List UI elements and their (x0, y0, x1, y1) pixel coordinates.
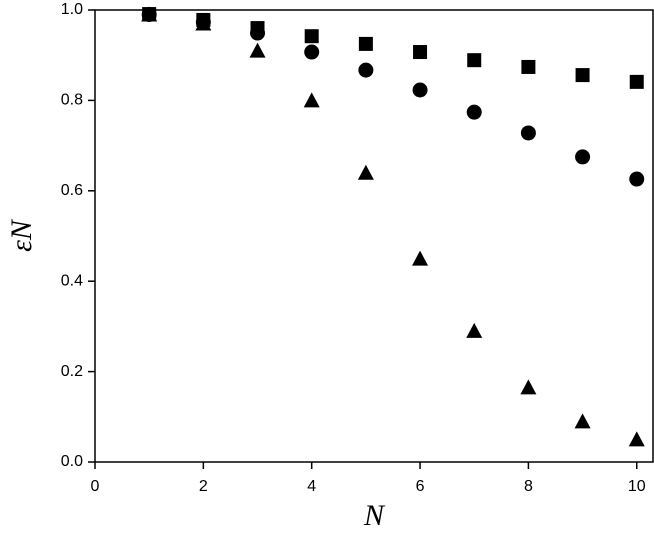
square-marker (358, 36, 373, 51)
square-marker (521, 59, 536, 74)
square-marker (467, 53, 482, 68)
triangle-marker (357, 164, 374, 180)
circle-marker (520, 125, 536, 141)
y-tick-label: 0.6 (61, 182, 83, 199)
y-tick-label: 0.0 (61, 453, 83, 470)
square-marker (304, 29, 319, 44)
y-tick-label: 1.0 (61, 1, 83, 18)
x-tick-label: 4 (307, 478, 316, 495)
square-marker (413, 45, 428, 60)
triangle-marker (412, 250, 429, 266)
triangle-marker (249, 42, 266, 58)
y-tick-label: 0.4 (61, 272, 83, 289)
x-tick-label: 6 (416, 478, 425, 495)
x-axis-title: N (363, 499, 386, 532)
y-axis-title: εN (5, 218, 38, 252)
x-tick-label: 0 (91, 478, 100, 495)
circle-marker (250, 25, 266, 41)
circle-marker (412, 82, 428, 98)
circle-marker (629, 171, 645, 187)
circle-marker (575, 149, 591, 165)
square-marker (629, 74, 644, 89)
circle-marker (466, 104, 482, 120)
circle-marker (358, 62, 374, 78)
x-tick-label: 2 (199, 478, 208, 495)
triangle-marker (520, 379, 537, 395)
triangle-marker (195, 15, 212, 31)
circle-marker (304, 44, 320, 60)
y-tick-label: 0.8 (61, 92, 83, 109)
triangle-marker (466, 322, 483, 338)
triangle-marker (628, 431, 645, 447)
x-tick-label: 8 (524, 478, 533, 495)
plot-frame (94, 9, 654, 463)
triangle-marker (141, 6, 158, 22)
square-marker (575, 68, 590, 83)
y-tick-label: 0.2 (61, 363, 83, 380)
triangle-marker (574, 413, 591, 429)
x-tick-label: 10 (628, 478, 646, 495)
triangle-marker (303, 92, 320, 108)
